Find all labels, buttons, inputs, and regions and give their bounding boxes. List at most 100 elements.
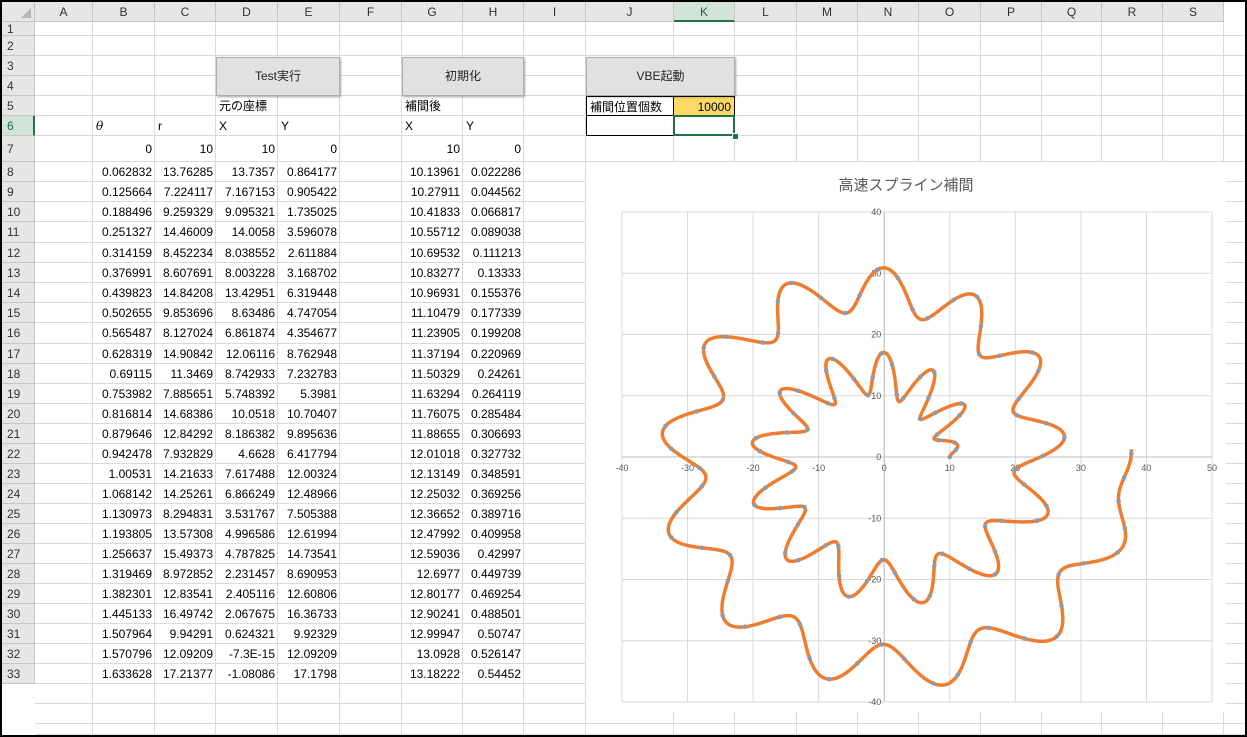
row-header-32[interactable]: 32 <box>2 644 35 664</box>
data-cell[interactable]: 12.61994 <box>286 527 337 541</box>
data-cell[interactable]: 11.37194 <box>410 347 460 361</box>
data-cell[interactable]: 0.251327 <box>101 225 152 239</box>
data-cell[interactable]: 0 <box>330 142 337 156</box>
data-cell[interactable]: 0.177339 <box>470 306 521 320</box>
data-cell[interactable]: 0 <box>145 142 152 156</box>
data-cell[interactable]: 5.748392 <box>224 387 275 401</box>
row-header-14[interactable]: 14 <box>2 283 35 303</box>
data-cell[interactable]: 1.382301 <box>101 587 152 601</box>
data-cell[interactable]: 17.21377 <box>162 667 213 681</box>
data-cell[interactable]: 11.23905 <box>410 326 460 340</box>
row-header-7[interactable]: 7 <box>2 136 35 162</box>
data-cell[interactable]: 12.99947 <box>409 627 460 641</box>
row-header-25[interactable]: 25 <box>2 504 35 524</box>
column-header-C[interactable]: C <box>155 2 216 22</box>
data-cell[interactable]: 0.089038 <box>470 225 521 239</box>
data-cell[interactable]: 9.94291 <box>169 627 213 641</box>
data-cell[interactable]: 0.502655 <box>101 306 152 320</box>
data-cell[interactable]: 1.130973 <box>101 507 152 521</box>
data-cell[interactable]: 11.3469 <box>170 367 214 381</box>
data-cell[interactable]: 8.690953 <box>286 567 337 581</box>
data-cell[interactable]: 8.127024 <box>162 326 213 340</box>
row-header-5[interactable]: 5 <box>2 96 35 116</box>
data-cell[interactable]: 2.405116 <box>225 587 275 601</box>
header-x-interpolated[interactable]: X <box>405 119 414 133</box>
data-cell[interactable]: 0.42997 <box>477 547 521 561</box>
data-cell[interactable]: 0.565487 <box>101 326 152 340</box>
row-header-4[interactable]: 4 <box>2 76 35 96</box>
data-cell[interactable]: 1.319469 <box>101 567 152 581</box>
row-header-31[interactable]: 31 <box>2 624 35 644</box>
data-cell[interactable]: 10.0518 <box>231 407 275 421</box>
header-y-original[interactable]: Y <box>281 119 290 133</box>
active-cell-K6[interactable] <box>673 115 735 136</box>
data-cell[interactable]: 0.369256 <box>470 487 521 501</box>
data-cell[interactable]: 10.27911 <box>410 185 460 199</box>
data-cell[interactable]: 4.787825 <box>224 547 275 561</box>
data-cell[interactable]: 0.264119 <box>471 387 521 401</box>
initialize-button[interactable]: 初期化 <box>402 57 524 96</box>
row-header-3[interactable]: 3 <box>2 56 35 76</box>
row-header-26[interactable]: 26 <box>2 524 35 544</box>
data-cell[interactable]: 6.417794 <box>286 447 337 461</box>
data-cell[interactable]: 8.294831 <box>162 507 213 521</box>
data-cell[interactable]: 14.73541 <box>286 547 337 561</box>
data-cell[interactable]: 0.285484 <box>470 407 521 421</box>
data-cell[interactable]: 11.76075 <box>410 407 460 421</box>
data-cell[interactable]: 12.01018 <box>409 447 460 461</box>
data-cell[interactable]: 8.63486 <box>231 306 275 320</box>
column-header-L[interactable]: L <box>735 2 797 22</box>
data-cell[interactable]: 0.816814 <box>101 407 152 421</box>
row-header-29[interactable]: 29 <box>2 584 35 604</box>
column-header-R[interactable]: R <box>1102 2 1163 22</box>
data-cell[interactable]: 0.199208 <box>470 326 521 340</box>
data-cell[interactable]: 16.36733 <box>286 607 337 621</box>
row-header-17[interactable]: 17 <box>2 344 35 364</box>
data-cell[interactable]: 12.83541 <box>162 587 213 601</box>
data-cell[interactable]: 1.735025 <box>286 205 337 219</box>
row-header-11[interactable]: 11 <box>2 222 35 243</box>
column-header-N[interactable]: N <box>858 2 919 22</box>
data-cell[interactable]: 1.570796 <box>101 647 152 661</box>
data-cell[interactable]: 8.742933 <box>224 367 275 381</box>
data-cell[interactable]: 0.449739 <box>470 567 521 581</box>
data-cell[interactable]: 3.596078 <box>286 225 337 239</box>
data-cell[interactable]: 12.13149 <box>409 467 460 481</box>
data-cell[interactable]: 13.42951 <box>224 286 275 300</box>
row-header-1[interactable]: 1 <box>2 22 35 36</box>
data-cell[interactable]: 7.932829 <box>162 447 213 461</box>
column-header-M[interactable]: M <box>797 2 858 22</box>
row-header-10[interactable]: 10 <box>2 202 35 222</box>
data-cell[interactable]: 9.895636 <box>286 427 337 441</box>
column-header-H[interactable]: H <box>463 2 524 22</box>
label-original-coords[interactable]: 元の座標 <box>219 99 268 113</box>
data-cell[interactable]: 0.24261 <box>477 367 521 381</box>
data-cell[interactable]: 0.306693 <box>470 427 521 441</box>
data-cell[interactable]: 17.1798 <box>293 667 337 681</box>
data-cell[interactable]: 12.06116 <box>225 347 275 361</box>
row-header-18[interactable]: 18 <box>2 364 35 384</box>
data-cell[interactable]: 10 <box>261 142 275 156</box>
data-cell[interactable]: 6.319448 <box>286 286 337 300</box>
column-header-O[interactable]: O <box>919 2 981 22</box>
data-cell[interactable]: 11.88655 <box>410 427 460 441</box>
header-y-interpolated[interactable]: Y <box>466 119 475 133</box>
data-cell[interactable]: 0.879646 <box>101 427 152 441</box>
data-cell[interactable]: 2.067675 <box>224 607 275 621</box>
data-cell[interactable]: 1.507964 <box>101 627 152 641</box>
data-cell[interactable]: 1.445133 <box>101 607 152 621</box>
row-header-21[interactable]: 21 <box>2 424 35 444</box>
data-cell[interactable]: 0.628319 <box>101 347 152 361</box>
data-cell[interactable]: 12.84292 <box>162 427 213 441</box>
data-cell[interactable]: 7.232783 <box>286 367 337 381</box>
data-cell[interactable]: 4.354677 <box>286 326 337 340</box>
data-cell[interactable]: 10.55712 <box>409 225 460 239</box>
data-cell[interactable]: 0.348591 <box>470 467 521 481</box>
row-header-8[interactable]: 8 <box>2 162 35 182</box>
row-header-15[interactable]: 15 <box>2 303 35 323</box>
column-header-E[interactable]: E <box>278 2 340 22</box>
data-cell[interactable]: 13.76285 <box>162 165 213 179</box>
row-header-20[interactable]: 20 <box>2 404 35 424</box>
data-cell[interactable]: 12.36652 <box>409 507 460 521</box>
data-cell[interactable]: 14.90842 <box>162 347 213 361</box>
